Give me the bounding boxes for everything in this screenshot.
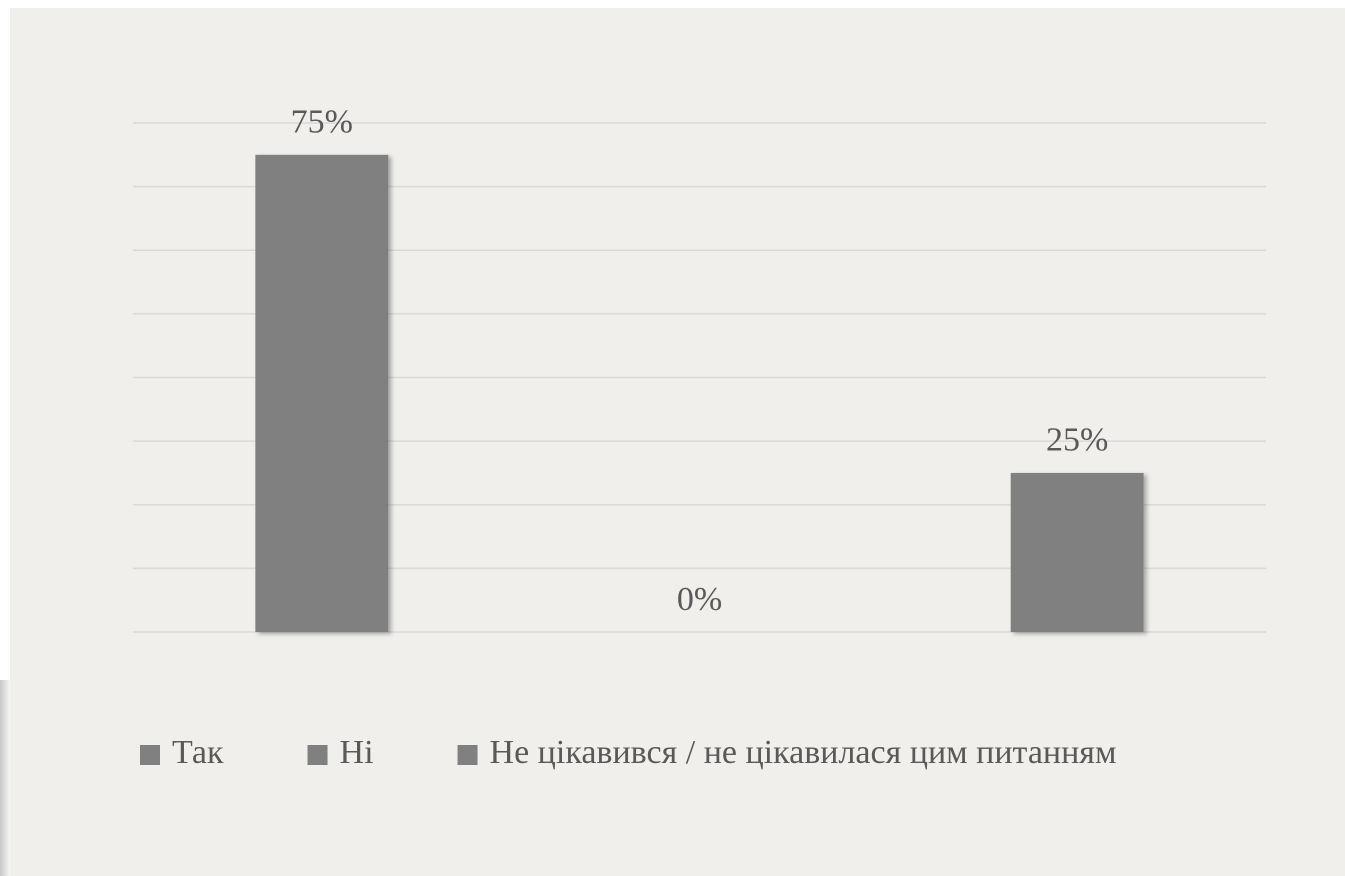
bar: [1010, 472, 1144, 632]
panel-shadow: [0, 680, 12, 876]
legend-swatch: [457, 745, 478, 765]
legend-label: Ні: [340, 734, 374, 771]
data-label: 75%: [291, 104, 353, 141]
data-label: 0%: [677, 581, 722, 618]
legend-label: Так: [172, 734, 224, 771]
chart-panel: [10, 8, 1345, 876]
bar: [255, 154, 389, 632]
legend-label: Не цікавився / не цікавилася цим питання…: [490, 734, 1117, 771]
data-label: 25%: [1046, 422, 1108, 459]
legend-swatch: [140, 745, 160, 765]
legend-swatch: [307, 745, 328, 765]
